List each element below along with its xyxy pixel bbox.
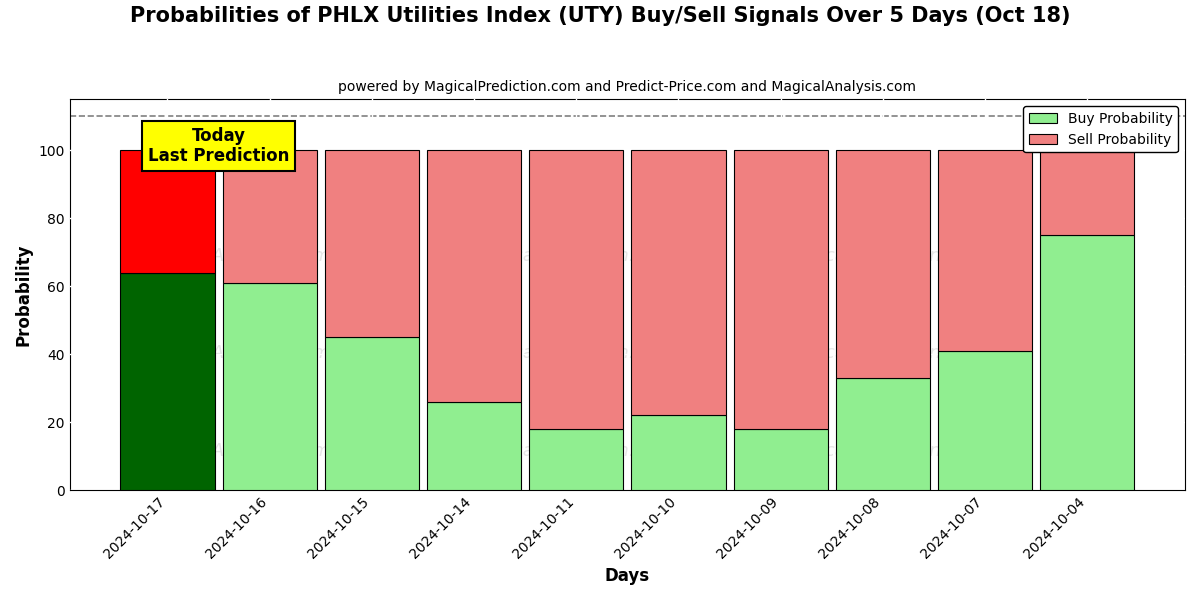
Text: MagicalPrediction.com: MagicalPrediction.com: [470, 247, 673, 265]
Bar: [938, 150, 1032, 351]
Legend: Buy Probability, Sell Probability: Buy Probability, Sell Probability: [1024, 106, 1178, 152]
Bar: [529, 429, 623, 490]
Bar: [325, 337, 419, 490]
Bar: [836, 378, 930, 490]
Bar: [120, 272, 215, 490]
Bar: [733, 429, 828, 490]
Text: MagicalPrediction.com: MagicalPrediction.com: [782, 442, 985, 460]
Text: Today
Last Prediction: Today Last Prediction: [148, 127, 289, 166]
Bar: [325, 150, 419, 337]
Bar: [631, 150, 726, 415]
Bar: [836, 150, 930, 378]
Text: MagicalPrediction.com: MagicalPrediction.com: [470, 344, 673, 362]
Bar: [223, 150, 317, 283]
Text: Probabilities of PHLX Utilities Index (UTY) Buy/Sell Signals Over 5 Days (Oct 18: Probabilities of PHLX Utilities Index (U…: [130, 6, 1070, 26]
Bar: [733, 150, 828, 429]
Text: MagicalAnalysis.com: MagicalAnalysis.com: [144, 442, 330, 460]
Bar: [427, 150, 521, 401]
X-axis label: Days: Days: [605, 567, 650, 585]
Bar: [223, 283, 317, 490]
Bar: [631, 415, 726, 490]
Bar: [120, 150, 215, 272]
Text: MagicalPrediction.com: MagicalPrediction.com: [470, 442, 673, 460]
Bar: [1040, 150, 1134, 235]
Bar: [427, 401, 521, 490]
Bar: [938, 351, 1032, 490]
Text: MagicalAnalysis.com: MagicalAnalysis.com: [144, 344, 330, 362]
Y-axis label: Probability: Probability: [14, 244, 34, 346]
Text: MagicalAnalysis.com: MagicalAnalysis.com: [144, 247, 330, 265]
Text: MagicalPrediction.com: MagicalPrediction.com: [782, 247, 985, 265]
Text: MagicalPrediction.com: MagicalPrediction.com: [782, 344, 985, 362]
Bar: [529, 150, 623, 429]
Title: powered by MagicalPrediction.com and Predict-Price.com and MagicalAnalysis.com: powered by MagicalPrediction.com and Pre…: [338, 80, 917, 94]
Bar: [1040, 235, 1134, 490]
